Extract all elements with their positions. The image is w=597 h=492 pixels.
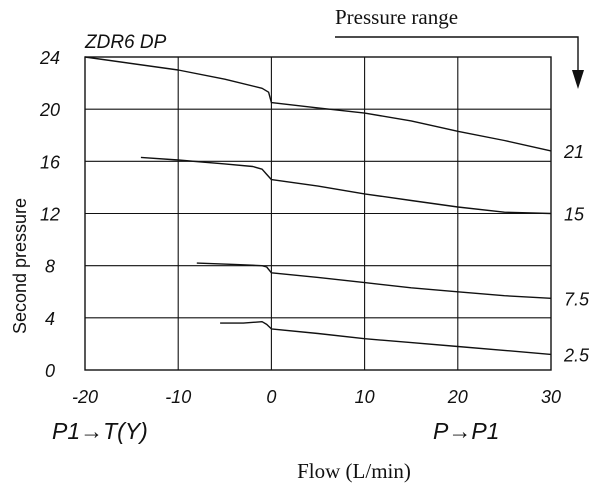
series-label-2: 7.5 — [564, 289, 590, 309]
x-tick-labels: -20 -10 0 10 20 30 — [72, 387, 561, 407]
chart-grid — [84, 56, 552, 371]
series-label-3: 2.5 — [563, 345, 590, 365]
y-tick-labels: 0 4 8 12 16 20 24 — [39, 48, 61, 381]
x-tick-label: 30 — [541, 387, 561, 407]
series-line-1 — [140, 156, 552, 215]
x-axis-label: Flow (L/min) — [297, 459, 411, 483]
x-tick-label: 10 — [355, 387, 375, 407]
x-tick-label: -20 — [72, 387, 98, 407]
y-tick-label: 20 — [39, 100, 60, 120]
y-tick-label: 8 — [45, 257, 55, 277]
series-line-0 — [84, 56, 552, 152]
y-tick-label: 4 — [45, 309, 55, 329]
flow-direction-right: P→P1 — [433, 418, 499, 444]
x-tick-label: 20 — [447, 387, 468, 407]
x-tick-label: -10 — [165, 387, 191, 407]
y-tick-label: 12 — [40, 205, 60, 225]
x-tick-label: 0 — [266, 387, 276, 407]
chart-series — [84, 56, 552, 356]
pressure-range-arrow — [335, 36, 584, 89]
y-tick-label: 16 — [40, 152, 61, 172]
series-line-2 — [196, 262, 552, 299]
legend-title: Pressure range — [335, 5, 458, 29]
y-axis-label: Second pressure — [10, 198, 30, 334]
series-end-labels: 21 15 7.5 2.5 — [563, 142, 590, 365]
y-tick-label: 24 — [39, 48, 60, 68]
chart-title: ZDR6 DP — [84, 32, 167, 53]
series-label-0: 21 — [563, 142, 584, 162]
y-tick-label: 0 — [45, 361, 55, 381]
series-line-3 — [220, 321, 552, 356]
series-label-1: 15 — [564, 205, 585, 225]
flow-direction-left: P1→T(Y) — [52, 418, 148, 444]
